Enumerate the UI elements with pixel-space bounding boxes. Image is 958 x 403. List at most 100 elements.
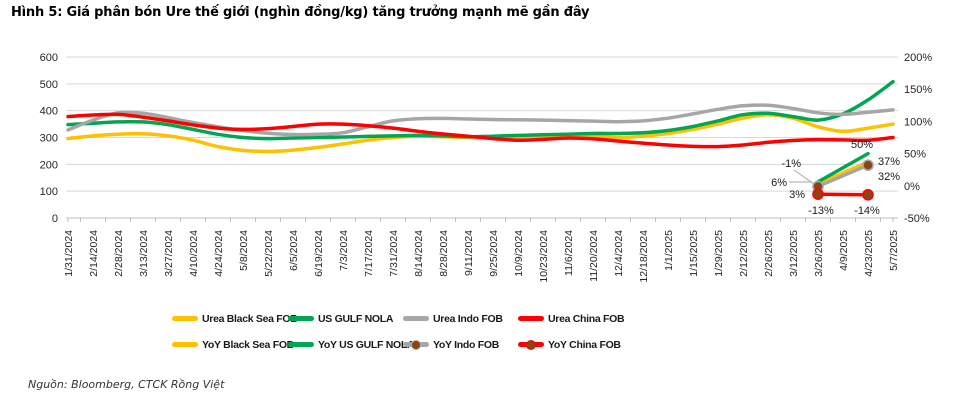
- chart-svg: 0 100 200 300 400 500 600 -50% 0% 50% 100% 150% 200%…: [40, 52, 933, 283]
- legend-line-swatch: [403, 339, 429, 350]
- data-label-yoy-us-gulf-nola: 6%: [771, 177, 787, 189]
- svg-text:0: 0: [52, 213, 58, 225]
- legend-item-yoy-us-gulf-nola: YoY US GULF NOLA: [288, 337, 415, 352]
- chart-legend: Urea Black Sea FOB US GULF NOLA Urea Ind…: [172, 311, 625, 352]
- legend-line-swatch: [288, 316, 314, 321]
- svg-text:8/28/2024: 8/28/2024: [438, 230, 450, 277]
- svg-text:200%: 200%: [904, 52, 932, 64]
- svg-text:10/23/2024: 10/23/2024: [538, 230, 550, 283]
- svg-text:3/12/2025: 3/12/2025: [788, 230, 800, 277]
- svg-text:100%: 100%: [904, 116, 932, 128]
- series-line-urea-indo-fob: [66, 103, 895, 137]
- legend-item-yoy-indo-fob: YoY Indo FOB: [403, 337, 518, 352]
- svg-text:100: 100: [40, 186, 58, 198]
- svg-text:11/6/2024: 11/6/2024: [563, 230, 575, 276]
- svg-text:5/8/2024: 5/8/2024: [238, 230, 250, 271]
- marker-yoy-china-fob: [862, 189, 874, 201]
- legend-label: Urea Indo FOB: [433, 312, 503, 325]
- data-label-yoy-indo-fob: 32%: [878, 171, 900, 183]
- svg-text:0%: 0%: [904, 181, 920, 193]
- legend-label: Urea Black Sea FOB: [202, 312, 298, 325]
- svg-text:11/20/2024: 11/20/2024: [588, 230, 600, 282]
- legend-label: YoY China FOB: [548, 338, 621, 351]
- svg-text:7/17/2024: 7/17/2024: [363, 230, 375, 277]
- marker-yoy-indo-fob: [862, 159, 874, 171]
- svg-text:2/14/2024: 2/14/2024: [88, 230, 100, 277]
- svg-text:5/7/2025: 5/7/2025: [888, 230, 900, 271]
- svg-text:3/26/2025: 3/26/2025: [813, 230, 825, 277]
- legend-item-yoy-china-fob: YoY China FOB: [518, 337, 624, 352]
- svg-text:2/12/2025: 2/12/2025: [738, 230, 750, 277]
- marker-yoy-china-fob: [812, 188, 824, 200]
- svg-text:400: 400: [40, 106, 58, 118]
- svg-text:6/5/2024: 6/5/2024: [288, 230, 300, 271]
- svg-text:4/23/2025: 4/23/2025: [863, 230, 875, 277]
- legend-line-swatch: [518, 339, 544, 350]
- svg-text:7/31/2024: 7/31/2024: [388, 230, 400, 277]
- legend-line-swatch: [403, 316, 429, 321]
- svg-text:500: 500: [40, 79, 58, 91]
- svg-text:4/10/2024: 4/10/2024: [188, 230, 200, 277]
- series-line-urea-china-fob: [66, 112, 895, 149]
- data-label-yoy-us-gulf-nola: 50%: [851, 139, 873, 151]
- data-label-yoy-indo-fob: -1%: [781, 158, 801, 170]
- svg-text:50%: 50%: [904, 149, 926, 161]
- gridlines: [66, 56, 898, 222]
- marker-dot-icon: [526, 339, 536, 350]
- legend-line-swatch: [518, 316, 544, 321]
- figure-title: Hình 5: Giá phân bón Ure thế giới (nghìn…: [11, 5, 590, 20]
- series-line-yoy-china-fob: [816, 192, 870, 197]
- svg-text:600: 600: [40, 52, 58, 64]
- svg-text:200: 200: [40, 159, 58, 171]
- legend-label: YoY US GULF NOLA: [318, 338, 415, 351]
- svg-text:1/15/2025: 1/15/2025: [688, 230, 700, 277]
- svg-text:12/4/2024: 12/4/2024: [613, 230, 625, 277]
- svg-text:4/9/2025: 4/9/2025: [838, 230, 850, 271]
- data-label-yoy-china-fob: -14%: [854, 205, 880, 217]
- series-line-yoy-us-gulf-nola: [816, 151, 870, 184]
- svg-text:300: 300: [40, 133, 58, 145]
- svg-text:1/1/2025: 1/1/2025: [663, 230, 675, 271]
- series-line-yoy-indo-fob: [816, 163, 870, 189]
- legend-label: US GULF NOLA: [318, 312, 394, 325]
- svg-text:12/18/2024: 12/18/2024: [638, 230, 650, 283]
- svg-text:2/26/2025: 2/26/2025: [763, 230, 775, 277]
- right-axis-labels: -50% 0% 50% 100% 150% 200%: [904, 52, 932, 225]
- legend-line-swatch: [172, 316, 198, 321]
- svg-text:6/19/2024: 6/19/2024: [313, 230, 325, 277]
- svg-text:3/13/2024: 3/13/2024: [138, 230, 150, 277]
- legend-line-swatch: [172, 342, 198, 347]
- legend-line-swatch: [288, 342, 314, 347]
- left-axis-labels: 0 100 200 300 400 500 600: [40, 52, 58, 225]
- series-line-yoy-black-sea-fob: [816, 160, 870, 186]
- svg-text:7/3/2024: 7/3/2024: [338, 230, 350, 271]
- legend-item-yoy-black-sea-fob: YoY Black Sea FOB: [172, 337, 294, 352]
- legend-item-urea-indo-fob: Urea Indo FOB: [403, 311, 518, 326]
- svg-text:2/28/2024: 2/28/2024: [113, 230, 125, 277]
- legend-item-urea-black-sea-fob: Urea Black Sea FOB: [172, 311, 298, 326]
- svg-text:10/9/2024: 10/9/2024: [513, 230, 525, 277]
- source-note: Nguồn: Bloomberg, CTCK Rồng Việt: [28, 378, 225, 391]
- svg-text:3/27/2024: 3/27/2024: [163, 230, 175, 277]
- legend-label: YoY Indo FOB: [433, 338, 500, 351]
- svg-text:9/11/2024: 9/11/2024: [463, 230, 475, 276]
- legend-item-us-gulf-nola: US GULF NOLA: [288, 311, 403, 326]
- data-label-yoy-china-fob: -13%: [808, 205, 834, 217]
- x-axis-labels: 1/31/2024 2/14/2024 2/28/2024 3/13/2024 3/27…: [63, 230, 900, 283]
- yoy-data-labels: 3% 37% 6% 50% -1% 32% -13% -14%: [771, 139, 900, 217]
- svg-text:4/24/2024: 4/24/2024: [213, 230, 225, 277]
- data-label-yoy-black-sea-fob: 37%: [878, 156, 900, 168]
- legend-label: YoY Black Sea FOB: [202, 338, 294, 351]
- urea-price-chart: 0 100 200 300 400 500 600 -50% 0% 50% 100% 150% 200%…: [0, 36, 958, 306]
- svg-text:9/25/2024: 9/25/2024: [488, 230, 500, 277]
- svg-text:8/14/2024: 8/14/2024: [413, 230, 425, 277]
- svg-text:150%: 150%: [904, 84, 932, 96]
- legend-item-urea-china-fob: Urea China FOB: [518, 311, 625, 326]
- legend-label: Urea China FOB: [548, 312, 625, 325]
- svg-text:5/22/2024: 5/22/2024: [263, 230, 275, 277]
- data-label-yoy-black-sea-fob: 3%: [789, 189, 805, 201]
- svg-text:-50%: -50%: [904, 213, 930, 225]
- svg-text:1/31/2024: 1/31/2024: [63, 230, 75, 277]
- series-line-us-gulf-nola: [66, 79, 895, 141]
